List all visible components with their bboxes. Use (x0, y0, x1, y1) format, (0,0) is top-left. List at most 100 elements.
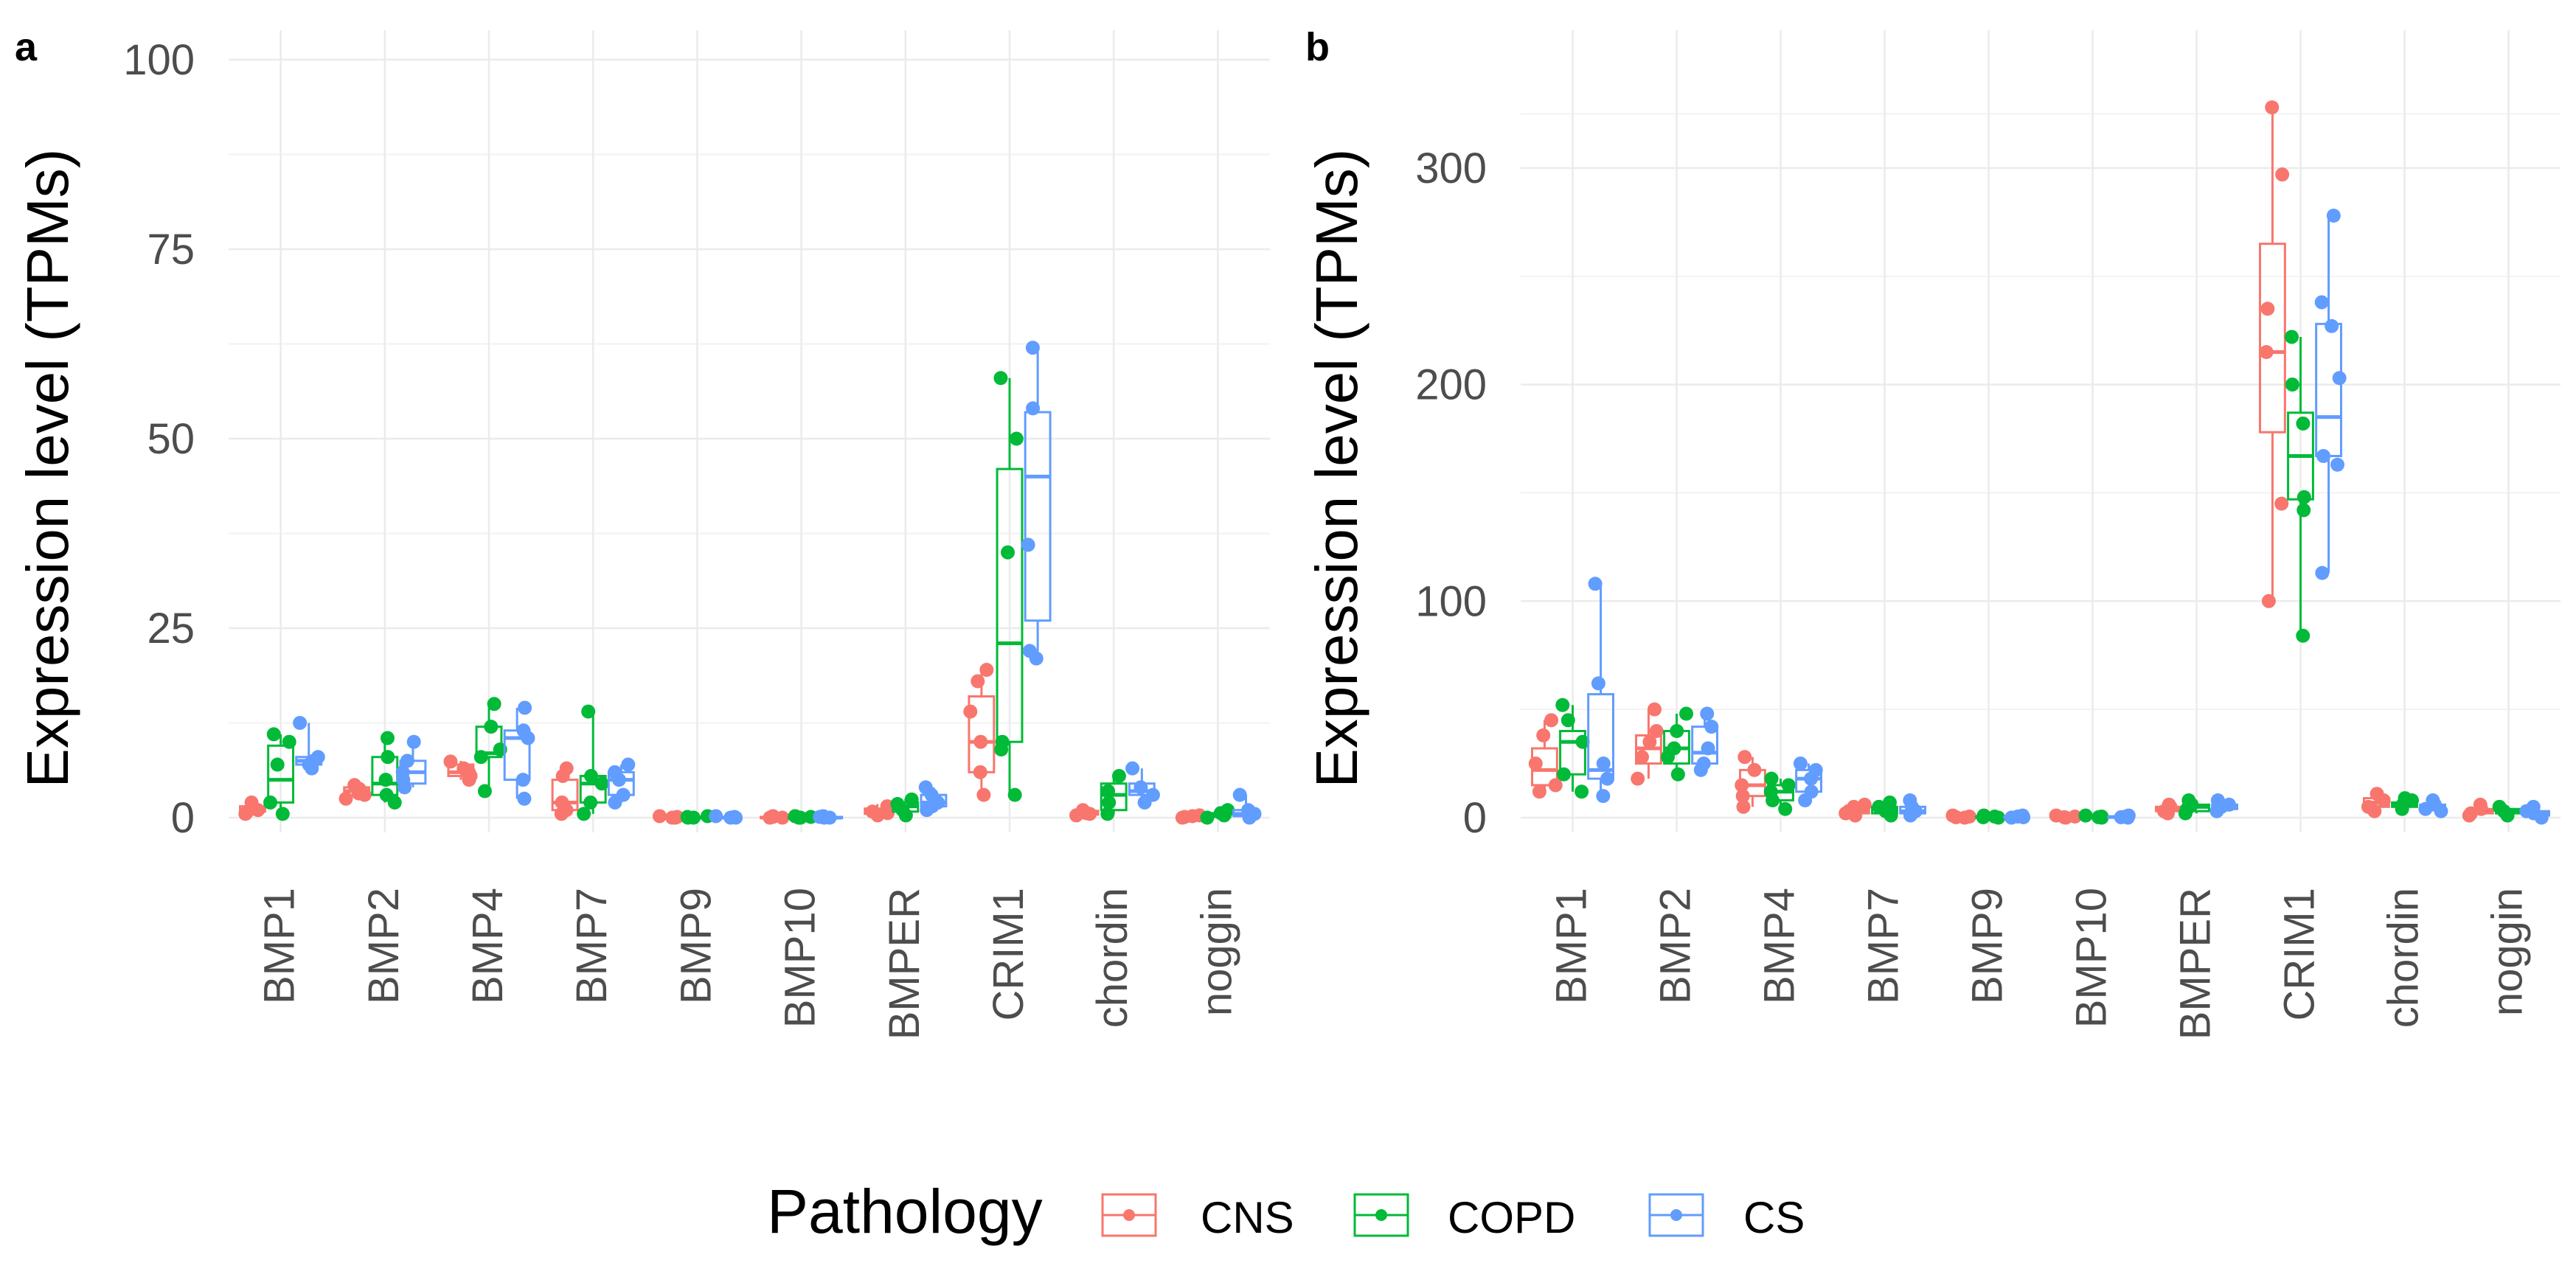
x-tick-label: BMP9 (1964, 888, 2012, 1004)
x-tick-label: CRIM1 (2276, 888, 2324, 1020)
data-point (890, 796, 905, 811)
data-point (995, 734, 1010, 749)
data-point (1111, 768, 1126, 783)
x-tick-label: BMPER (2172, 888, 2220, 1040)
data-point (1987, 810, 2002, 824)
data-point (881, 806, 895, 821)
data-point (2222, 797, 2237, 812)
data-point (473, 750, 488, 765)
x-tick-label: chordin (2380, 888, 2428, 1028)
data-point (581, 704, 596, 719)
y-tick-label: 300 (1415, 145, 1487, 192)
data-point (1544, 713, 1559, 728)
data-point (2296, 490, 2311, 504)
data-point (973, 734, 988, 749)
data-point (555, 795, 569, 810)
data-point (1575, 734, 1590, 749)
x-tick-label: BMP7 (568, 888, 616, 1004)
data-point (1679, 706, 1694, 721)
data-point (2259, 345, 2274, 360)
data-point (357, 787, 372, 802)
data-point (347, 778, 362, 793)
box (2259, 243, 2286, 434)
data-point (1548, 778, 1563, 793)
x-tick-label: noggin (2484, 888, 2532, 1016)
legend-title: Pathology (767, 1177, 1043, 1246)
legend-key-cns (1101, 1193, 1157, 1237)
y-axis-title: Expression level (TPMs) (1304, 149, 1369, 788)
data-point (918, 780, 933, 795)
data-point (2296, 503, 2311, 518)
data-point (621, 757, 636, 772)
data-point (1025, 341, 1040, 355)
y-tick-label: 200 (1415, 361, 1487, 409)
data-point (1962, 810, 1976, 824)
data-point (963, 704, 978, 719)
data-point (1125, 761, 1140, 776)
data-point (1026, 401, 1041, 416)
data-point (2316, 448, 2331, 463)
data-point (2162, 797, 2176, 812)
data-point (2296, 628, 2311, 643)
y-axis-title: Expression level (TPMs) (15, 149, 80, 788)
data-point (577, 807, 591, 821)
y-tick-label: 100 (123, 36, 195, 84)
data-point (1696, 756, 1711, 771)
data-point (1704, 720, 1719, 734)
data-point (2265, 100, 2280, 115)
y-tick-label: 25 (147, 605, 195, 653)
data-point (516, 723, 531, 738)
x-tick-label: BMP1 (256, 888, 304, 1004)
x-tick-label: BMP10 (2068, 888, 2116, 1028)
x-tick-label: BMP7 (1860, 888, 1908, 1004)
data-point (1083, 807, 1097, 821)
x-tick-label: noggin (1192, 888, 1240, 1016)
data-point (1882, 795, 1897, 810)
data-point (1185, 809, 1200, 824)
data-point (1670, 724, 1684, 739)
data-point (1021, 537, 1035, 552)
panel-label: a (15, 25, 38, 69)
y-tick-label: 100 (1415, 577, 1487, 625)
data-point (1241, 803, 1256, 818)
data-point (2260, 302, 2275, 316)
x-tick-label: BMPER (881, 888, 928, 1040)
data-point (976, 787, 991, 802)
x-tick-label: BMP2 (360, 888, 408, 1004)
legend-key-copd (1353, 1193, 1409, 1237)
data-point (293, 716, 308, 730)
data-point (1778, 801, 1793, 816)
x-tick-label: BMP10 (777, 888, 824, 1028)
data-point (2326, 208, 2341, 223)
data-point (2091, 810, 2106, 824)
data-point (594, 776, 609, 791)
data-point (1536, 728, 1551, 742)
data-point (1701, 741, 1715, 756)
data-point (765, 809, 780, 824)
data-point (1747, 762, 1762, 777)
legend-label-cs: CS (1743, 1193, 1805, 1242)
data-point (1670, 767, 1685, 782)
data-point (380, 731, 395, 745)
data-point (1591, 676, 1605, 691)
data-point (2492, 799, 2507, 814)
data-point (993, 371, 1008, 386)
data-point (1847, 799, 1861, 814)
data-point (2181, 793, 2196, 808)
x-tick-label: BMP4 (1756, 888, 1804, 1004)
data-point (275, 807, 290, 821)
data-point (2274, 496, 2289, 511)
data-point (2426, 793, 2440, 808)
data-point (378, 773, 393, 787)
box (1559, 730, 1586, 776)
data-point (400, 754, 414, 768)
data-point (709, 809, 723, 824)
data-point (2330, 457, 2345, 472)
box (267, 744, 295, 804)
legend-key-cs (1648, 1193, 1704, 1237)
data-point (584, 768, 599, 783)
data-point (723, 810, 738, 825)
data-point (2285, 377, 2299, 392)
box (996, 467, 1024, 743)
